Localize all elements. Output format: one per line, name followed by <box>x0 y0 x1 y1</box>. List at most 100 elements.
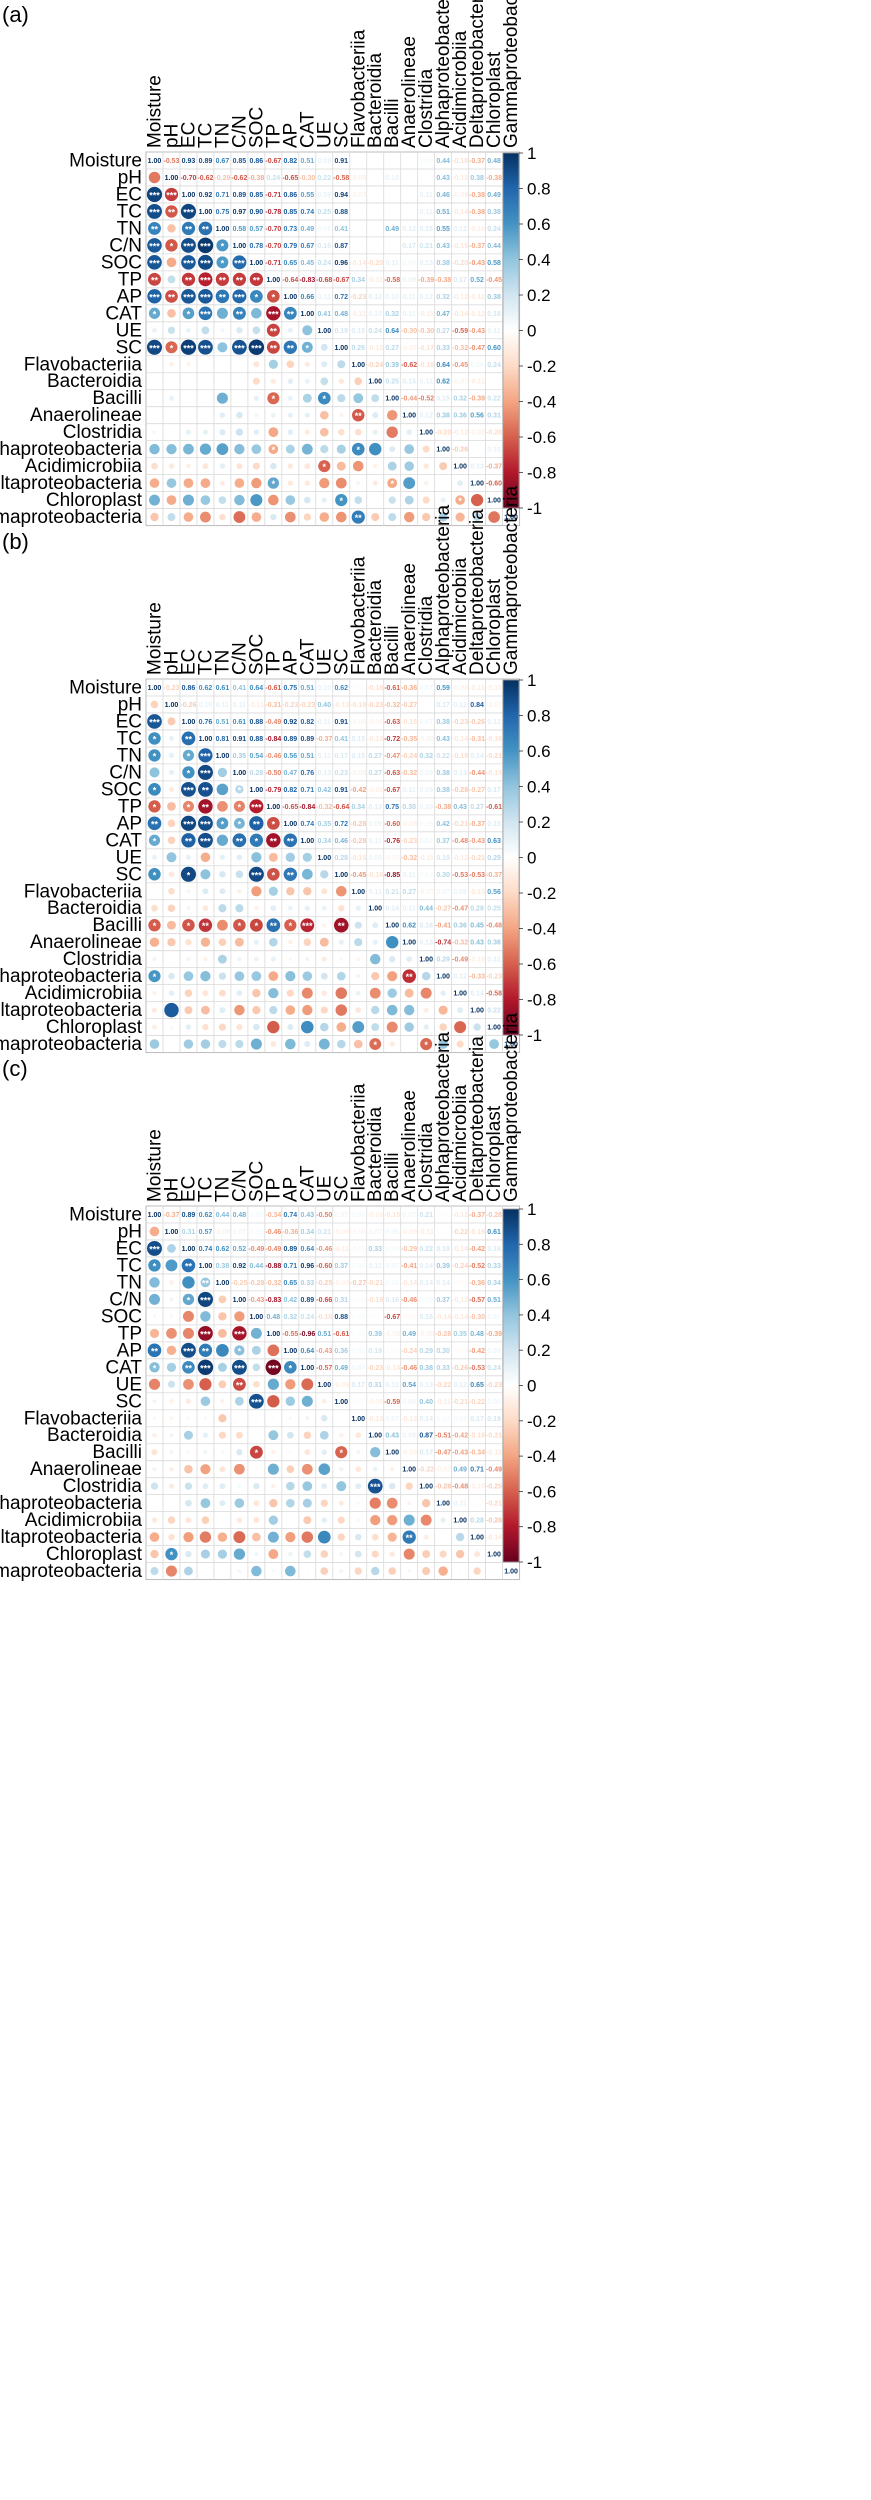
correlation-circle <box>454 1021 467 1034</box>
correlation-circle <box>371 1533 379 1541</box>
row-label: C/N <box>109 1289 142 1310</box>
significance-stars: * <box>221 819 225 829</box>
coefficient-label: 0.75 <box>385 804 399 811</box>
correlation-circle <box>182 800 194 812</box>
coefficient-label: -0.52 <box>418 396 434 403</box>
correlation-circle <box>147 255 162 270</box>
correlation-circle <box>372 939 378 945</box>
significance-stars: *** <box>183 258 194 268</box>
row-label: Chloroplast <box>46 490 143 511</box>
coefficient-label: 0.35 <box>233 753 247 760</box>
correlation-circle <box>268 987 279 999</box>
correlation-circle <box>151 462 158 470</box>
correlation-circle <box>335 511 347 523</box>
row-label: Flavobacteriia <box>24 881 143 902</box>
correlation-circle <box>198 918 213 932</box>
coefficient-label: 0.11 <box>403 872 416 879</box>
correlation-circle <box>215 289 230 304</box>
coefficient-label: 0.71 <box>300 787 314 794</box>
significance-stars: *** <box>302 921 313 931</box>
correlation-circle <box>270 905 277 912</box>
correlation-circle <box>267 867 280 881</box>
correlation-circle <box>253 361 260 368</box>
correlation-circle <box>336 1481 347 1492</box>
correlation-circle <box>420 1514 432 1526</box>
coefficient-label: -0.12 <box>452 294 468 301</box>
correlation-circle <box>235 428 244 436</box>
coefficient-label: -0.08 <box>367 1399 383 1406</box>
correlation-circle <box>320 1499 328 1507</box>
significance-stars: *** <box>268 1363 279 1373</box>
significance-stars: *** <box>200 241 211 251</box>
correlation-circle <box>455 1549 465 1559</box>
correlation-circle <box>252 1363 261 1372</box>
coefficient-label: -0.08 <box>333 1229 349 1236</box>
coefficient-label: -0.24 <box>401 753 417 760</box>
coefficient-label: 0.11 <box>403 294 416 301</box>
correlation-circle <box>219 854 226 860</box>
coefficient-label: 0.44 <box>487 243 501 250</box>
correlation-circle <box>237 1484 242 1488</box>
row-label: SC <box>116 337 142 358</box>
column-label: Deltaproteobacteria <box>467 509 488 675</box>
correlation-circle <box>458 1569 462 1573</box>
correlation-circle <box>268 886 278 896</box>
coefficient-label: 0.74 <box>300 821 314 828</box>
coefficient-label: -0.11 <box>249 702 265 709</box>
coefficient-label: 0.43 <box>300 1212 314 1219</box>
correlation-circle <box>304 480 311 486</box>
column-label: Anaerolineae <box>399 563 420 675</box>
correlation-circle <box>166 478 177 488</box>
correlation-circle <box>253 395 259 401</box>
coefficient-label: -0.29 <box>214 175 230 182</box>
correlation-circle <box>152 1399 157 1404</box>
coefficient-label: -0.12 <box>469 294 485 301</box>
correlation-circle <box>180 339 197 355</box>
coefficient-label: 1.00 <box>419 430 433 437</box>
correlation-circle <box>288 939 293 945</box>
coefficient-label: 0.12 <box>385 1382 399 1389</box>
coefficient-label: -0.09 <box>452 192 468 199</box>
correlation-circle <box>438 1039 449 1049</box>
correlation-circle <box>266 816 280 830</box>
coefficient-label: -0.66 <box>316 1297 332 1304</box>
coefficient-label: 0.04 <box>351 1263 365 1270</box>
coefficient-label: -0.48 <box>452 838 468 845</box>
row-label: Gammaproteobacteria <box>0 507 142 528</box>
correlation-circle <box>269 1498 278 1508</box>
coefficient-label: 1.00 <box>453 1518 467 1525</box>
correlation-circle <box>198 272 213 287</box>
coefficient-label: 0.76 <box>300 770 314 777</box>
correlation-circle <box>286 887 295 896</box>
coefficient-label: 0.34 <box>351 804 365 811</box>
correlation-circle <box>232 339 247 355</box>
colorbar-tick-label: -0.2 <box>527 357 556 376</box>
correlation-circle <box>423 463 429 469</box>
correlation-circle <box>200 511 211 523</box>
coefficient-label: 0.11 <box>318 719 331 726</box>
coefficient-label: 0.88 <box>334 1314 348 1321</box>
coefficient-label: 0.12 <box>419 413 433 420</box>
correlation-circle <box>387 478 398 489</box>
correlation-circle <box>320 343 328 351</box>
column-label: Chloroplast <box>484 578 505 675</box>
coefficient-label: 0.18 <box>436 1246 450 1253</box>
colorbar-tick-label: 1 <box>527 1200 536 1219</box>
coefficient-label: -0.21 <box>367 1280 383 1287</box>
correlation-panel-2: (b)MoistureMoisturepHpHECECTCTCTNTNC/NC/… <box>0 486 556 1056</box>
coefficient-label: 0.11 <box>369 1263 382 1270</box>
coefficient-label: 0.31 <box>368 1382 382 1389</box>
column-label: pH <box>161 124 182 148</box>
significance-stars: * <box>153 309 157 319</box>
coefficient-label: -0.07 <box>418 889 434 896</box>
coefficient-label: -0.08 <box>418 736 434 743</box>
coefficient-label: 0.57 <box>250 226 264 233</box>
correlation-circle <box>339 1552 344 1557</box>
correlation-circle <box>271 1416 275 1420</box>
correlation-circle <box>183 1039 194 1049</box>
correlation-circle <box>149 1532 160 1542</box>
colorbar-tick-label: -0.8 <box>527 464 556 483</box>
correlation-circle <box>180 203 197 219</box>
coefficient-label: -0.26 <box>452 447 468 454</box>
significance-stars: * <box>323 462 327 472</box>
